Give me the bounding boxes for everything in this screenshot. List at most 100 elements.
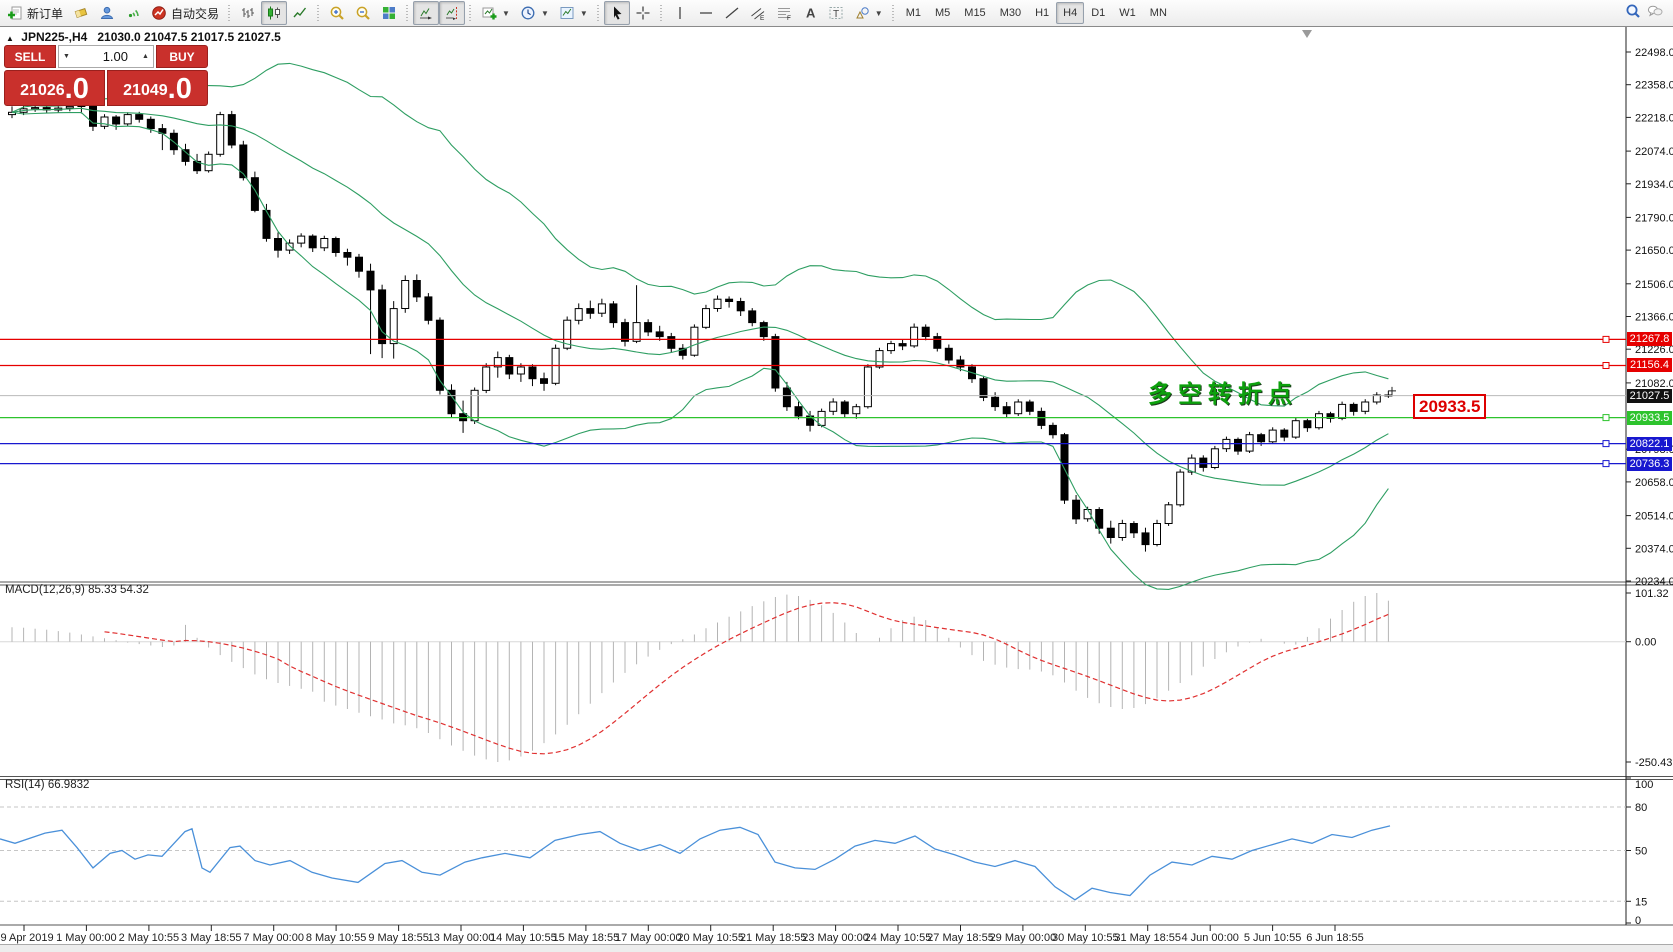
svg-text:21226.0: 21226.0 xyxy=(1635,344,1673,356)
candle-chart-button[interactable] xyxy=(261,1,288,25)
chart-shift-marker[interactable] xyxy=(1302,30,1312,38)
level-line-handle[interactable] xyxy=(1602,362,1610,369)
line-icon xyxy=(292,5,308,21)
cursor-button[interactable] xyxy=(603,1,630,25)
svg-text:0.00: 0.00 xyxy=(1635,637,1656,649)
level-line-handle[interactable] xyxy=(1602,440,1610,448)
timeframe-m1[interactable]: M1 xyxy=(905,7,921,19)
svg-text:17 May 00:00: 17 May 00:00 xyxy=(615,932,682,944)
candles-icon xyxy=(266,5,282,21)
volume-stepper: ▼ ▲ xyxy=(58,45,154,68)
chat-icon[interactable] xyxy=(1647,3,1663,24)
cursor-icon xyxy=(609,5,625,21)
period-button[interactable]: ▼ xyxy=(515,1,554,25)
chart-region: 22498.0 22358.0 22218.0 22074.0 21934.0 21790… xyxy=(0,27,1673,944)
new-chart-icon xyxy=(481,5,497,21)
new-chart-button[interactable]: ▼ xyxy=(476,1,515,25)
dropdown-caret-icon[interactable]: ▼ xyxy=(502,8,510,18)
svg-text:20658.0: 20658.0 xyxy=(1635,477,1673,489)
timeframe-m5[interactable]: M5 xyxy=(935,7,951,19)
level-price-tag: 21156.4 xyxy=(1627,358,1672,372)
level-line-handle[interactable] xyxy=(1602,414,1610,422)
svg-text:21650.0: 21650.0 xyxy=(1635,245,1673,257)
chart-shift-button[interactable] xyxy=(439,1,466,25)
chart-text-annotation[interactable]: 多空转折点 xyxy=(1148,380,1298,408)
dropdown-caret-icon[interactable]: ▼ xyxy=(540,8,549,18)
sell-price[interactable]: 21026 .0 xyxy=(4,70,105,106)
svg-text:2 May 10:55: 2 May 10:55 xyxy=(119,932,180,944)
horizontal-line-button[interactable] xyxy=(693,1,719,25)
svg-text:5 Jun 10:55: 5 Jun 10:55 xyxy=(1244,932,1302,944)
trendline-button[interactable] xyxy=(719,1,745,25)
volume-input[interactable] xyxy=(74,46,138,67)
ohlc-readout: 21030.0 21047.5 21017.5 21027.5 xyxy=(97,30,281,44)
text-button[interactable]: A xyxy=(797,1,823,25)
svg-text:27 May 18:55: 27 May 18:55 xyxy=(927,932,994,944)
auto-scroll-button[interactable] xyxy=(413,1,440,25)
volume-decrease-button[interactable]: ▼ xyxy=(59,46,74,67)
label-button[interactable]: T xyxy=(823,1,849,25)
shapes-button[interactable]: ▼ xyxy=(849,1,888,25)
autotrade-icon xyxy=(151,5,167,21)
search-icon[interactable] xyxy=(1625,3,1641,24)
label-icon: T xyxy=(828,5,844,21)
level-price-tag: 20822.1 xyxy=(1627,437,1672,451)
volume-increase-button[interactable]: ▲ xyxy=(138,46,153,67)
timeframe-h1[interactable]: H1 xyxy=(1035,7,1050,19)
eraser-button[interactable] xyxy=(68,1,94,25)
line-chart-button[interactable] xyxy=(287,1,313,25)
svg-text:30 May 10:55: 30 May 10:55 xyxy=(1052,932,1119,944)
svg-text:21790.0: 21790.0 xyxy=(1635,212,1673,224)
bar-chart-button[interactable] xyxy=(235,1,261,25)
rsi-indicator-label: RSI(14) 66.9832 xyxy=(5,779,90,791)
svg-text:21082.0: 21082.0 xyxy=(1635,378,1673,390)
timeframe-w1[interactable]: W1 xyxy=(1119,7,1136,19)
sell-button[interactable]: SELL xyxy=(4,45,56,68)
svg-text:21934.0: 21934.0 xyxy=(1635,179,1673,191)
new-order-button[interactable]: 新订单 xyxy=(2,1,68,25)
zoom-in-button[interactable] xyxy=(324,1,350,25)
autotrade-button[interactable]: 自动交易 xyxy=(146,1,224,25)
timeframe-h4[interactable]: H4 xyxy=(1056,2,1085,24)
price-axis[interactable] xyxy=(1626,27,1673,925)
template-button[interactable]: ▼ xyxy=(554,1,593,25)
hline-icon xyxy=(698,5,714,21)
dropdown-caret-icon[interactable]: ▼ xyxy=(579,8,588,18)
toolbar-separator xyxy=(889,3,897,23)
profile-button[interactable] xyxy=(94,1,120,25)
bollinger-bands xyxy=(11,62,1389,590)
price-callout-label[interactable]: 20933.5 xyxy=(1413,393,1487,419)
buy-price[interactable]: 21049 .0 xyxy=(107,70,208,106)
svg-text:-250.43: -250.43 xyxy=(1635,757,1672,769)
fibonacci-button[interactable]: F xyxy=(771,1,797,25)
level-line-handle[interactable] xyxy=(1602,335,1610,343)
buy-button[interactable]: BUY xyxy=(156,45,208,68)
crosshair-button[interactable] xyxy=(630,1,656,25)
autotrade-button-label: 自动交易 xyxy=(171,6,220,21)
one-click-order-panel: SELL ▼ ▲ BUY 21026 .0 21049 .0 xyxy=(4,45,208,106)
collapse-triangle-icon[interactable]: ▲ xyxy=(6,34,14,43)
panel-borders xyxy=(0,27,1673,926)
svg-text:50: 50 xyxy=(1635,846,1647,858)
svg-text:T: T xyxy=(833,9,839,20)
tile-windows-button[interactable] xyxy=(376,1,402,25)
timeframe-m15[interactable]: M15 xyxy=(964,7,986,19)
channel-button[interactable]: E xyxy=(745,1,771,25)
toolbar-separator xyxy=(226,3,234,23)
zoom-out-button[interactable] xyxy=(350,1,376,25)
last-price-marker xyxy=(1388,386,1396,395)
timeframe-d1[interactable]: D1 xyxy=(1091,7,1106,19)
timeframe-m30[interactable]: M30 xyxy=(999,7,1022,19)
bollinger-upper xyxy=(11,62,1389,407)
svg-text:29 Apr 2019: 29 Apr 2019 xyxy=(0,932,54,944)
vertical-line-button[interactable] xyxy=(667,1,693,25)
chart-canvas[interactable]: 22498.0 22358.0 22218.0 22074.0 21934.0 21790… xyxy=(0,27,1673,945)
macd-axis: 101.32 0.00 -250.43 xyxy=(1626,588,1672,769)
svg-text:9 May 18:55: 9 May 18:55 xyxy=(368,932,429,944)
level-line-handle[interactable] xyxy=(1602,460,1610,468)
svg-text:15 May 18:55: 15 May 18:55 xyxy=(553,932,620,944)
timeframe-mn[interactable]: MN xyxy=(1149,7,1167,19)
time-axis-strip[interactable] xyxy=(0,925,1673,945)
signal-button[interactable] xyxy=(120,1,146,25)
dropdown-caret-icon[interactable]: ▼ xyxy=(874,8,883,18)
